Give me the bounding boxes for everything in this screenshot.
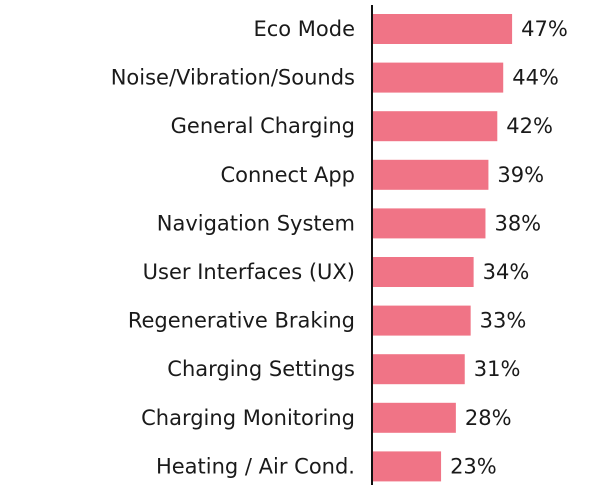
category-label: Charging Monitoring (141, 406, 355, 430)
value-label: 44% (512, 66, 559, 90)
bar (373, 354, 465, 385)
value-label: 23% (450, 454, 497, 478)
value-label: 28% (465, 406, 512, 430)
value-label: 34% (483, 260, 530, 284)
value-label: 39% (497, 163, 544, 187)
value-label: 33% (480, 309, 527, 333)
bar (373, 159, 489, 190)
category-label: General Charging (171, 114, 355, 138)
bar (373, 14, 513, 44)
category-label: Eco Mode (253, 17, 355, 41)
bar (373, 402, 456, 433)
bar (373, 62, 504, 93)
value-label: 31% (474, 357, 521, 381)
bar (373, 305, 471, 336)
bar (373, 208, 486, 239)
category-label: User Interfaces (UX) (143, 260, 355, 284)
bar (373, 451, 442, 482)
category-label: Noise/Vibration/Sounds (111, 66, 355, 90)
bar (373, 111, 498, 142)
category-label: Navigation System (157, 211, 355, 235)
category-label: Charging Settings (167, 357, 355, 381)
value-label: 42% (506, 114, 553, 138)
category-label: Regenerative Braking (128, 309, 355, 333)
value-label: 47% (521, 17, 568, 41)
category-label: Connect App (220, 163, 355, 187)
category-label: Heating / Air Cond. (156, 454, 355, 478)
value-label: 38% (494, 211, 541, 235)
bar (373, 257, 474, 287)
